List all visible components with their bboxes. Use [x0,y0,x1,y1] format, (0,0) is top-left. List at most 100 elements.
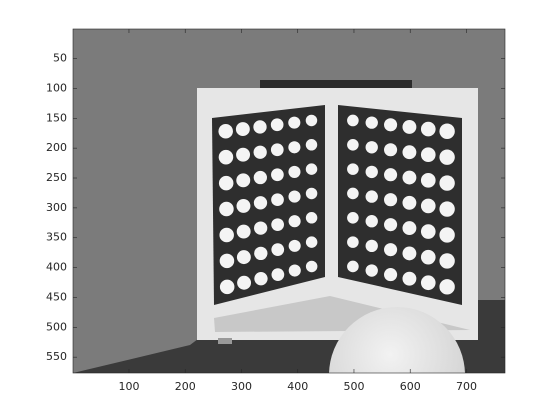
dot [439,175,455,191]
x-tick-label: 600 [400,380,421,393]
dot [439,201,455,217]
dot [253,196,268,210]
dot [270,118,284,132]
dot [365,116,378,129]
dot [347,260,359,273]
dot [235,122,250,137]
dot [305,114,318,127]
dot [236,224,251,239]
y-tick-label: 300 [46,201,67,214]
dot [254,272,268,286]
dot [420,275,436,291]
x-tick-label: 100 [118,380,139,393]
dot [254,246,268,261]
dot [253,221,268,235]
dot [439,123,455,139]
dot [288,141,301,154]
dot [236,250,251,265]
dot [305,163,318,175]
dot [347,236,359,248]
dot [305,260,318,273]
dot [236,198,251,213]
dot [219,227,234,243]
dot [305,236,318,248]
dot [219,253,235,269]
dot [420,147,436,163]
x-tick-label: 400 [287,380,308,393]
y-tick-label: 450 [46,290,67,303]
dot [218,149,234,165]
y-tick-label: 250 [46,171,67,184]
dot [420,249,436,265]
x-tick-label: 300 [231,380,252,393]
dot [288,116,301,129]
y-tick-label: 500 [46,320,67,333]
dot [305,212,318,224]
dot [402,221,417,236]
dot [271,243,285,256]
dome [329,307,465,373]
dot [271,193,284,207]
dot [253,145,267,159]
dot [384,118,398,132]
dot [420,224,436,239]
x-tick-label: 200 [175,380,196,393]
dot [402,246,417,261]
dot [253,170,267,185]
dot [271,268,285,281]
dot [236,147,251,162]
dot [402,145,417,160]
dot [439,279,455,295]
dot [402,195,417,210]
dot [402,170,417,185]
foot [218,338,232,344]
dot [271,168,284,182]
dot [288,190,301,203]
dot [219,201,234,217]
dot [420,198,436,214]
dot [402,271,417,286]
dot [402,119,417,134]
dot [218,175,234,191]
dot [439,149,455,165]
dot [365,190,378,203]
dot [365,165,378,179]
axes: 100 200 300 400 500 600 700 50 100 150 200 250 300 35… [46,29,505,393]
dot [347,138,359,151]
dot [347,114,359,127]
dot [384,218,398,232]
dot [384,243,398,257]
dot [237,275,252,290]
x-tick-label: 500 [343,380,364,393]
y-tick-label: 350 [46,231,67,244]
dots [218,114,455,295]
dot [305,139,318,151]
dot [305,187,318,200]
dot [384,268,398,282]
dot [236,173,251,188]
dot [270,143,284,157]
dot [439,227,455,243]
dot [439,253,455,269]
dot [347,211,359,224]
dot [347,163,359,175]
dot [219,279,235,295]
dot [420,121,436,137]
dot [253,120,267,134]
dot [288,165,301,178]
y-tick-label: 100 [46,81,67,94]
dot [347,187,359,200]
dot [271,218,284,232]
photo [73,29,505,373]
dot [288,239,301,252]
dot [420,172,436,188]
y-tick-label: 150 [46,111,67,124]
dot [288,215,301,228]
dot [384,168,398,182]
x-tick-label: 700 [456,380,477,393]
y-tick-label: 200 [46,141,67,154]
dot [288,264,301,277]
y-tick-label: 400 [46,261,67,274]
dot [365,264,378,277]
